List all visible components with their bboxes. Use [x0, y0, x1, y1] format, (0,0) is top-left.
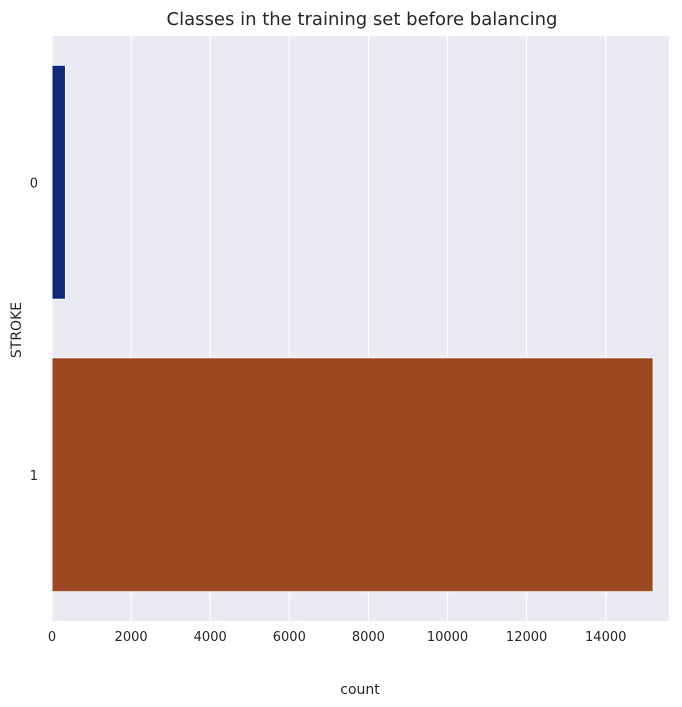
bars [51, 64, 654, 593]
x-tick-labels: 0 2000 4000 6000 8000 10000 12000 14000 [48, 630, 627, 645]
x-tick-label: 6000 [273, 630, 306, 645]
x-tick-label: 4000 [194, 630, 227, 645]
x-tick-label: 8000 [352, 630, 385, 645]
y-tick-label: 1 [30, 469, 38, 484]
x-tick-label: 12000 [506, 630, 547, 645]
x-tick-label: 10000 [427, 630, 468, 645]
x-axis-label: count [340, 682, 380, 698]
x-tick-label: 2000 [115, 630, 148, 645]
bar-stroke-1 [51, 357, 654, 593]
y-axis-label: STROKE [9, 302, 25, 358]
chart-title: Classes in the training set before balan… [167, 9, 558, 30]
y-tick-labels: 01 [30, 176, 38, 484]
x-tick-label: 14000 [585, 630, 626, 645]
x-tick-label: 0 [48, 630, 56, 645]
y-tick-label: 0 [30, 176, 38, 191]
bar-stroke-0 [51, 64, 66, 300]
